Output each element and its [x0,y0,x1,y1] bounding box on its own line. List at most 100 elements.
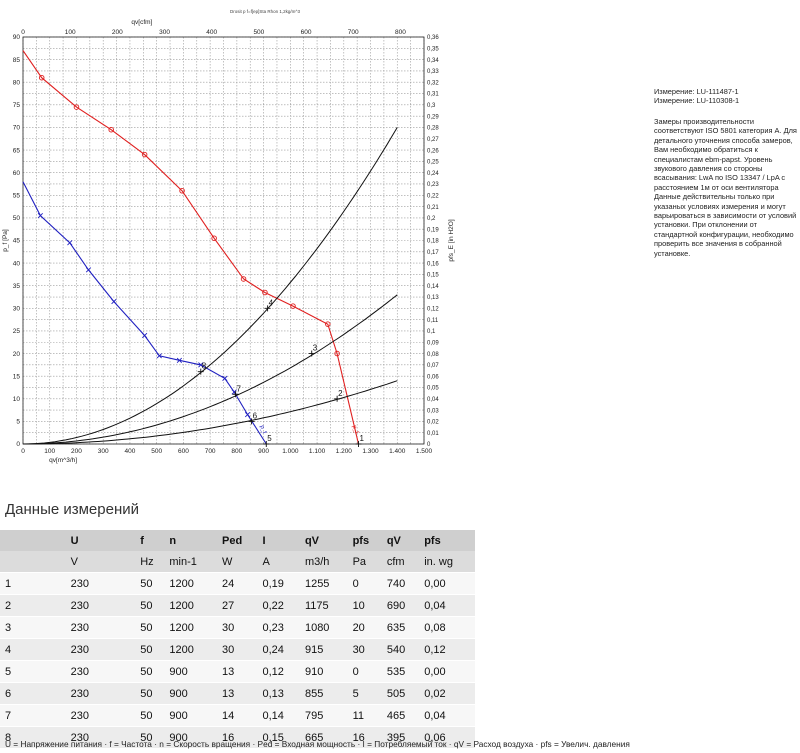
cell-index: 3 [0,616,19,639]
operating-point-label: 6 [253,411,258,420]
fan-curve-marker [325,321,331,327]
operating-point-label: 2 [338,389,343,398]
y2-tick-label: 0,32 [427,80,439,86]
cell-frequency: 50 [136,704,166,727]
operating-point-label: 7 [237,384,242,393]
x-tick-label: 900 [258,448,269,455]
cell-airflow-cfm: 395 [382,726,421,748]
cell-speed: 1200 [165,616,219,639]
cell-power: 16 [218,726,259,748]
fan-curve-marker [334,350,340,357]
cell-current: 0,23 [258,616,301,639]
system-curve [23,380,398,445]
table-row: 7 230 50 900 14 0,14 795 11 465 0,04 [0,704,475,727]
unit-voltage: V [18,551,137,573]
top-tick-label: 100 [65,29,76,36]
x-tick-label: 300 [98,448,109,455]
fan-curve-marker [73,104,80,110]
fan-curve-marker [198,362,204,368]
y2-tick-label: 0,24 [427,171,439,177]
cell-pressure-pa: 0 [348,572,383,595]
y2-axis-label: pfs_E [in H2O] [448,219,455,261]
fan-curve-end-label: p_f [258,425,267,435]
cell-power: 30 [218,616,259,639]
y-tick-label: 20 [13,351,21,358]
header-speed: n [165,530,219,551]
cell-power: 27 [218,594,259,617]
cell-index: 7 [0,704,19,727]
cell-current: 0,24 [258,638,301,661]
cell-speed: 900 [165,726,219,748]
operating-point-label: 3 [313,344,318,353]
operating-point-label: 1 [360,434,365,443]
x-tick-label: 200 [71,448,82,455]
y-tick-label: 15 [13,373,21,380]
cell-voltage: 230 [18,572,137,595]
y2-tick-label: 0,29 [427,114,439,120]
header-current: I [258,530,301,551]
y-tick-label: 10 [13,396,21,403]
cell-pressure-inwg: 0,04 [420,594,475,617]
y2-tick-label: 0,02 [427,420,439,426]
y2-tick-label: 0,16 [427,261,439,267]
cell-airflow-cfm: 540 [382,638,421,661]
cell-current: 0,14 [258,704,301,727]
header-power: Ped [218,530,259,551]
y2-tick-label: 0,08 [427,352,439,358]
cell-speed: 1200 [165,572,219,595]
x-tick-label: 400 [125,448,136,455]
y-tick-label: 30 [13,306,21,313]
unit-power: W [218,551,259,573]
cell-pressure-inwg: 0,12 [420,638,475,661]
y2-tick-label: 0,22 [427,193,439,199]
y-tick-label: 25 [13,328,21,335]
y-tick-label: 60 [13,170,21,177]
top-tick-label: 200 [112,29,123,36]
header-index [0,530,19,551]
chart-axes: 0 100 200 300 400 500 600 700 800 900 1.000 1.100 1.… [2,19,455,464]
table-units-row: V Hz min-1 W A m3/h Pa cfm in. wg [0,551,475,573]
cell-power: 13 [218,682,259,705]
y-tick-label: 75 [13,102,21,109]
cell-frequency: 50 [136,638,166,661]
y-tick-label: 50 [13,215,21,222]
y-tick-label: 0 [16,441,20,448]
y2-tick-label: 0,15 [427,273,439,279]
y2-tick-label: 0,03 [427,408,439,414]
top-tick-label: 600 [301,29,312,36]
unit-frequency: Hz [136,551,166,573]
cell-frequency: 50 [136,616,166,639]
operating-point-marker [308,350,315,357]
cell-current: 0,12 [258,660,301,683]
operating-point-label: 8 [202,362,207,371]
top-tick-label: 800 [395,29,406,36]
cell-voltage: 230 [18,682,137,705]
x-tick-label: 1.100 [309,448,326,455]
y-tick-label: 35 [13,283,21,290]
cell-pressure-pa: 20 [348,616,383,639]
top-axis-label: qv[cfm] [131,19,152,26]
y2-tick-label: 0,35 [427,47,439,53]
header-airflow-cfm: qV [382,530,421,551]
plot-frame [22,36,425,445]
cell-index: 5 [0,660,19,683]
unit-airflow-cfm: cfm [382,551,421,573]
x-tick-label: 500 [151,448,162,455]
top-tick-label: 300 [159,29,170,36]
y2-tick-label: 0 [427,442,431,448]
abbreviation-legend: U = Напряжение питания · f = Частота · n… [5,739,630,749]
y2-tick-label: 0,34 [427,58,439,64]
header-pressure-pa: pfs [348,530,383,551]
y2-tick-label: 0,31 [427,92,439,98]
system-curve [23,294,398,445]
table-row: 5 230 50 900 13 0,12 910 0 535 0,00 [0,660,475,683]
y2-tick-label: 0,21 [427,205,439,211]
fan-curve-marker [67,240,73,246]
x-tick-label: 800 [231,448,242,455]
fan-curve-marker [37,213,43,219]
x-tick-label: 1.500 [416,448,433,455]
y-tick-label: 45 [13,238,21,245]
y2-tick-label: 0,33 [427,69,439,75]
cell-airflow-m3h: 1080 [300,616,349,639]
cell-power: 14 [218,704,259,727]
